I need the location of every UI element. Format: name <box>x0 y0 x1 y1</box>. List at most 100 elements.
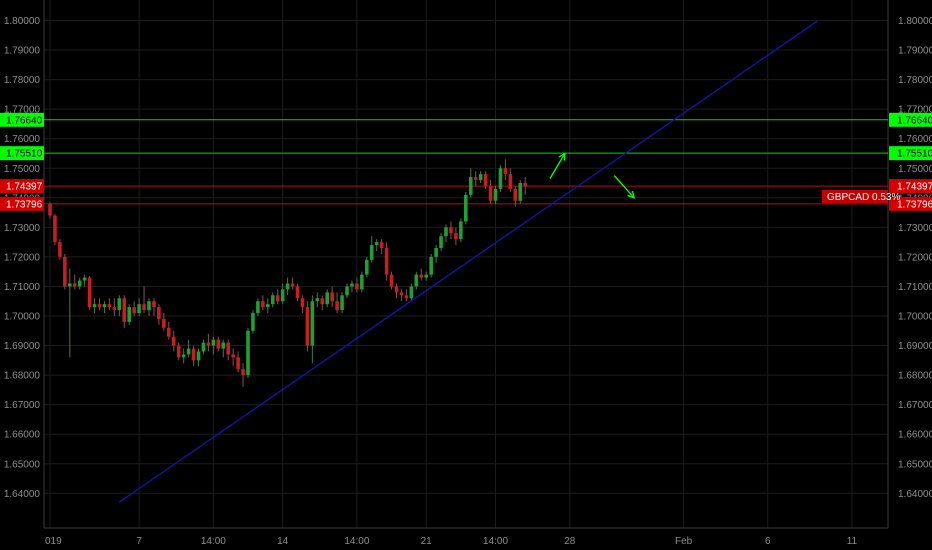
candle-body <box>87 277 92 308</box>
right-level-tag-bg <box>889 146 932 161</box>
right-price-tick: 1.70000 <box>898 312 932 323</box>
candle-body <box>464 194 468 222</box>
candle-body <box>176 345 181 358</box>
candle-body <box>216 339 221 349</box>
candle-body <box>137 304 141 314</box>
candle-body <box>459 221 463 240</box>
left-price-tick: 1.71000 <box>4 282 41 293</box>
right-price-tick: 1.72000 <box>898 252 932 263</box>
right-price-tick: 1.71000 <box>898 282 932 293</box>
candle-body <box>503 168 508 175</box>
left-price-ticks: 1.80000 1.79000 1.78000 1.77000 1.76000 1.750… <box>4 16 41 500</box>
candle-body <box>315 298 320 302</box>
candle-body <box>508 174 513 189</box>
candle-body <box>350 283 354 287</box>
right-price-tick: 1.69000 <box>898 341 932 352</box>
candle-body <box>434 248 438 257</box>
right-price-tick: 1.66000 <box>898 430 932 441</box>
right-price-tick: 1.78000 <box>898 75 932 86</box>
candlesticks <box>48 159 527 387</box>
candle-body <box>444 227 448 237</box>
right-price-tick: 1.68000 <box>898 371 932 382</box>
left-level-tag-bg <box>0 196 44 211</box>
time-tick: 28 <box>564 536 576 547</box>
time-tick: 14:00 <box>201 536 226 547</box>
candle-body <box>454 233 458 240</box>
left-price-tick: 1.75000 <box>4 164 41 175</box>
candle-body <box>449 227 453 234</box>
arrow-up-line <box>549 153 566 179</box>
candle-body <box>186 348 191 355</box>
candle-body <box>201 342 206 352</box>
candle-body <box>171 336 176 346</box>
candle-body <box>280 289 285 302</box>
candle-body <box>523 183 527 186</box>
candle-body <box>365 259 369 275</box>
candle-body <box>191 348 196 361</box>
candle-body <box>241 369 245 376</box>
candle-body <box>58 242 62 257</box>
symbol-tag-background <box>822 190 888 203</box>
candle-body <box>310 301 315 346</box>
candle-body <box>320 298 325 305</box>
right-level-tag-bg <box>889 112 932 127</box>
candle-body <box>162 318 166 328</box>
candle-body <box>439 236 443 249</box>
candle-body <box>122 298 127 322</box>
right-price-tick: 1.73000 <box>898 223 932 234</box>
candle-body <box>483 174 488 186</box>
candle-body <box>142 304 146 311</box>
candle-body <box>63 256 67 287</box>
candle-body <box>513 188 518 201</box>
candle-body <box>330 292 334 302</box>
candle-body <box>167 327 171 337</box>
candle-body <box>340 295 344 311</box>
candle-body <box>498 168 503 189</box>
right-price-ticks: 1.80000 1.79000 1.78000 1.77000 1.76000 1.750… <box>898 16 932 500</box>
right-price-tick: 1.77000 <box>898 105 932 116</box>
candle-body <box>127 307 131 322</box>
candle-body <box>290 283 295 287</box>
right-price-tick: 1.76000 <box>898 134 932 145</box>
candle-body <box>518 183 523 201</box>
right-price-tick: 1.65000 <box>898 459 932 470</box>
time-tick: 019 <box>45 536 62 547</box>
time-ticks: 019 7 14:00 14 14:00 21 14:00 28 Feb 6 11 <box>45 536 858 547</box>
arrow-down-head <box>627 190 636 199</box>
left-price-tick: 1.78000 <box>4 75 41 86</box>
candle-body <box>107 304 112 308</box>
candle-body <box>92 304 97 308</box>
grid-lines <box>44 0 888 528</box>
candle-body <box>77 280 82 287</box>
candle-body <box>389 274 394 287</box>
candle-body <box>246 330 250 376</box>
candle-body <box>285 283 290 290</box>
candle-body <box>409 286 414 299</box>
left-price-tick: 1.76000 <box>4 134 41 145</box>
candle-body <box>414 274 419 287</box>
left-level-tag-label: 1.74397 <box>6 182 43 193</box>
candle-body <box>300 298 305 308</box>
right-level-tag-label: 1.76640 <box>897 115 932 126</box>
right-level-tag-label: 1.73796 <box>897 199 932 210</box>
left-price-tick: 1.72000 <box>4 252 41 263</box>
candle-body <box>360 274 364 290</box>
left-level-tag-label: 1.76640 <box>6 115 43 126</box>
candle-body <box>231 354 235 358</box>
candle-body <box>82 277 87 281</box>
candle-body <box>305 307 310 346</box>
candle-body <box>384 248 389 275</box>
left-level-tag-bg <box>0 146 44 161</box>
left-price-tick: 1.77000 <box>4 105 41 116</box>
left-price-tick: 1.73000 <box>4 223 41 234</box>
candle-body <box>493 188 498 201</box>
time-tick: 11 <box>847 536 858 547</box>
time-tick: 7 <box>136 536 142 547</box>
candle-body <box>266 304 270 308</box>
candle-body <box>157 307 161 319</box>
candle-body <box>226 342 230 355</box>
time-tick: 14 <box>277 536 289 547</box>
candle-body <box>181 354 186 358</box>
